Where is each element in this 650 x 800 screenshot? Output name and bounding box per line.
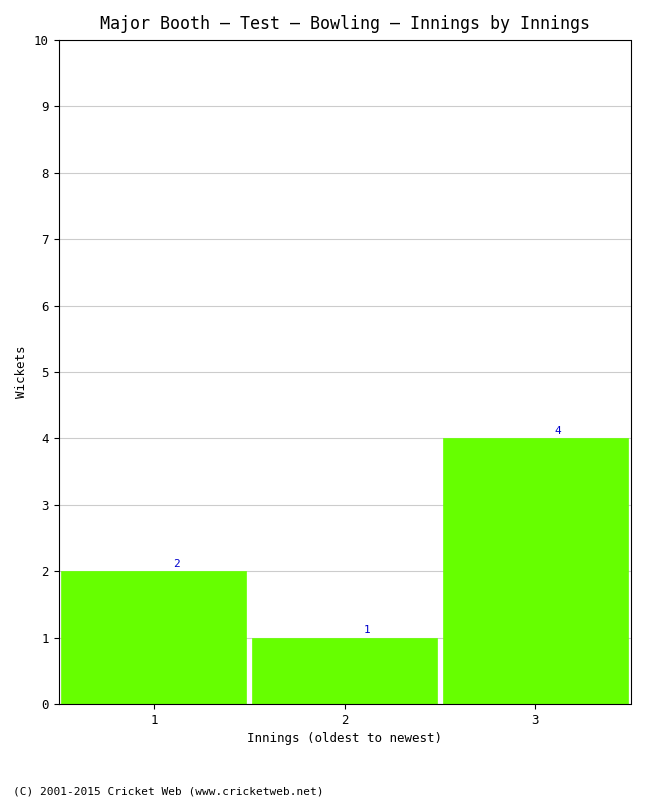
Bar — [252, 638, 437, 704]
X-axis label: Innings (oldest to newest): Innings (oldest to newest) — [247, 732, 442, 746]
Bar — [61, 571, 246, 704]
Text: (C) 2001-2015 Cricket Web (www.cricketweb.net): (C) 2001-2015 Cricket Web (www.cricketwe… — [13, 786, 324, 796]
Title: Major Booth – Test – Bowling – Innings by Innings: Major Booth – Test – Bowling – Innings b… — [99, 15, 590, 33]
Bar — [443, 438, 628, 704]
Text: 2: 2 — [173, 558, 179, 569]
Text: 4: 4 — [554, 426, 561, 436]
Text: 1: 1 — [363, 625, 370, 635]
Y-axis label: Wickets: Wickets — [15, 346, 28, 398]
